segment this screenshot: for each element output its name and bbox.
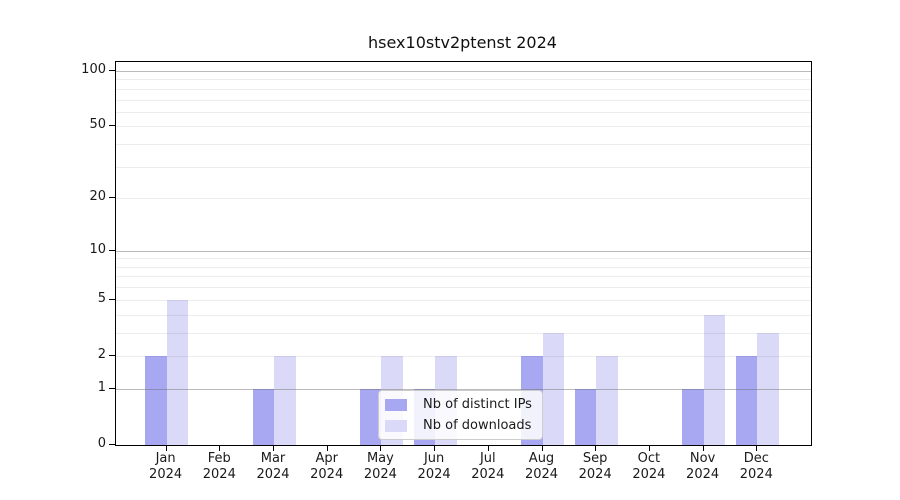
y-axis-tick bbox=[109, 69, 115, 71]
minor-gridline bbox=[116, 111, 811, 113]
minor-gridline bbox=[116, 299, 811, 301]
bar-distinct-ips bbox=[574, 388, 597, 445]
minor-gridline bbox=[116, 126, 811, 128]
x-axis-tick bbox=[648, 445, 650, 451]
bar-downloads bbox=[596, 355, 618, 445]
x-tick-label: Jan 2024 bbox=[149, 451, 183, 482]
minor-gridline bbox=[116, 166, 811, 168]
y-tick-label: 0 bbox=[97, 436, 106, 451]
minor-gridline bbox=[116, 266, 811, 268]
major-gridline bbox=[116, 250, 811, 252]
x-axis-tick bbox=[702, 445, 704, 451]
bar-downloads bbox=[542, 332, 564, 445]
minor-gridline bbox=[116, 144, 811, 146]
bar-downloads bbox=[703, 314, 726, 445]
legend-item-distinct-ips: Nb of distinct IPs bbox=[385, 397, 532, 412]
bar-distinct-ips bbox=[252, 388, 274, 445]
x-axis-tick bbox=[165, 445, 167, 451]
major-gridline bbox=[116, 70, 811, 72]
x-axis-tick bbox=[434, 445, 436, 451]
minor-gridline bbox=[116, 287, 811, 289]
x-tick-label: May 2024 bbox=[363, 451, 397, 482]
y-tick-label: 20 bbox=[89, 189, 106, 205]
legend-item-downloads: Nb of downloads bbox=[385, 418, 532, 433]
bar-distinct-ips bbox=[682, 388, 704, 445]
y-tick-label: 2 bbox=[97, 346, 106, 362]
minor-gridline bbox=[116, 198, 811, 200]
x-tick-label: Jul 2024 bbox=[471, 451, 505, 482]
legend-label-distinct-ips: Nb of distinct IPs bbox=[423, 397, 532, 412]
x-tick-label: Feb 2024 bbox=[202, 451, 236, 482]
x-axis-tick bbox=[487, 445, 489, 451]
x-axis-tick bbox=[219, 445, 221, 451]
minor-gridline bbox=[116, 99, 811, 101]
x-axis-tick bbox=[380, 445, 382, 451]
chart-title: hsex10stv2ptenst 2024 bbox=[368, 33, 557, 52]
y-tick-label: 5 bbox=[97, 290, 106, 306]
x-axis-tick bbox=[273, 445, 274, 451]
x-axis-tick bbox=[756, 445, 758, 451]
minor-gridline bbox=[116, 258, 811, 260]
minor-gridline bbox=[116, 355, 811, 357]
legend: Nb of distinct IPs Nb of downloads bbox=[378, 390, 543, 440]
y-axis-tick bbox=[109, 387, 115, 389]
x-tick-label: Mar 2024 bbox=[256, 451, 290, 482]
minor-gridline bbox=[116, 276, 811, 278]
x-tick-label: Oct 2024 bbox=[632, 451, 666, 482]
x-tick-label: Aug 2024 bbox=[524, 451, 559, 482]
y-tick-label: 50 bbox=[89, 117, 106, 133]
minor-gridline bbox=[116, 88, 811, 90]
x-tick-label: Nov 2024 bbox=[686, 451, 720, 482]
bar-distinct-ips bbox=[145, 355, 167, 445]
x-axis-tick bbox=[326, 445, 328, 451]
legend-label-downloads: Nb of downloads bbox=[423, 418, 532, 433]
bar-downloads bbox=[757, 332, 779, 445]
y-axis-tick bbox=[109, 197, 115, 199]
minor-gridline bbox=[116, 332, 811, 334]
major-gridline bbox=[116, 388, 811, 390]
x-tick-label: Dec 2024 bbox=[739, 451, 773, 482]
minor-gridline bbox=[116, 79, 811, 81]
y-tick-label: 1 bbox=[97, 379, 106, 395]
x-tick-label: Sep 2024 bbox=[578, 451, 612, 482]
y-tick-label: 100 bbox=[81, 61, 106, 77]
minor-gridline bbox=[116, 314, 811, 316]
legend-swatch-downloads bbox=[385, 419, 407, 432]
legend-swatch-distinct-ips bbox=[385, 398, 407, 411]
y-axis-tick bbox=[109, 444, 115, 445]
y-axis-tick bbox=[109, 354, 115, 356]
y-axis-tick bbox=[109, 298, 115, 300]
plot-area bbox=[115, 61, 812, 446]
x-axis-tick bbox=[541, 445, 543, 451]
y-axis-tick bbox=[109, 249, 115, 251]
x-tick-label: Apr 2024 bbox=[310, 451, 344, 482]
y-axis-tick bbox=[109, 125, 115, 127]
y-tick-label: 10 bbox=[89, 241, 106, 257]
bar-downloads bbox=[166, 299, 189, 445]
bar-distinct-ips bbox=[359, 388, 382, 445]
x-tick-label: Jun 2024 bbox=[417, 451, 451, 482]
x-axis-tick bbox=[595, 445, 597, 451]
bar-downloads bbox=[274, 355, 296, 445]
bar-distinct-ips bbox=[735, 355, 758, 445]
